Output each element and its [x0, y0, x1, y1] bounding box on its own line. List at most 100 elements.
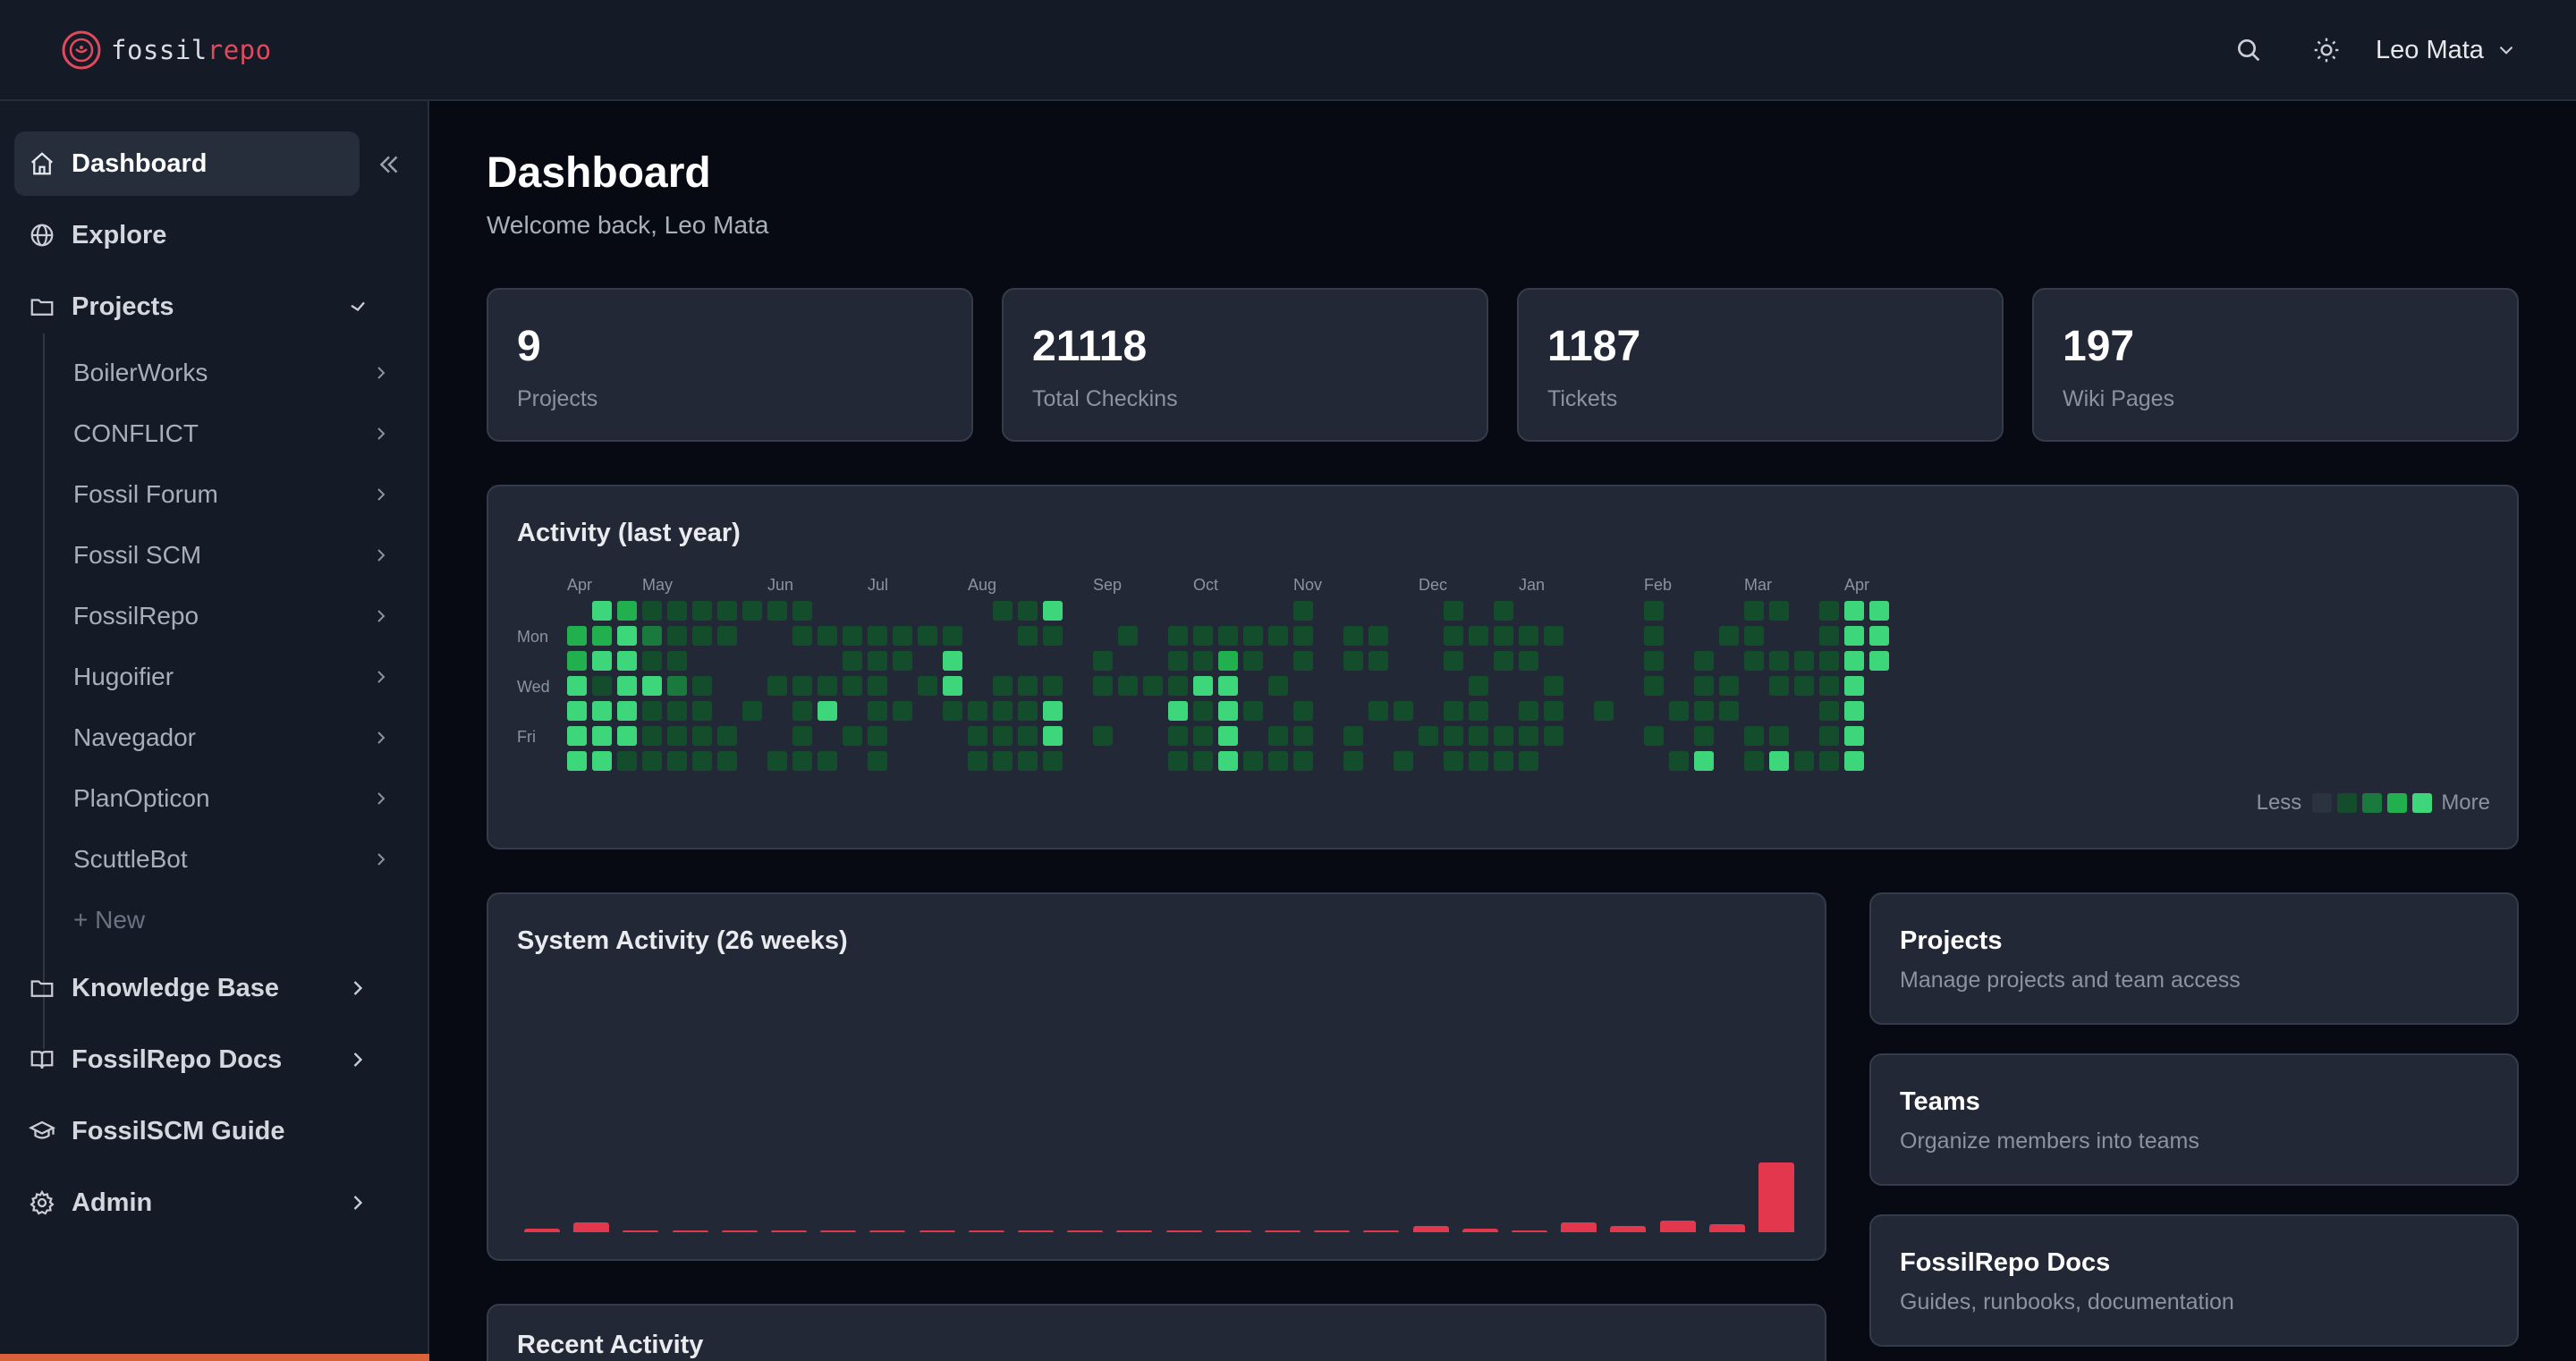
heatmap-cell — [1769, 651, 1789, 671]
heatmap-cell — [617, 601, 637, 621]
activity-bar[interactable] — [1610, 1226, 1646, 1232]
sun-icon — [2314, 38, 2339, 63]
activity-bar[interactable] — [771, 1230, 807, 1232]
chevron-right-icon — [377, 427, 386, 440]
project-item-scuttlebot[interactable]: ScuttleBot — [59, 833, 401, 886]
project-item-navegador[interactable]: Navegador — [59, 711, 401, 765]
sidebar-item-label: FossilSCM Guide — [72, 1116, 285, 1145]
heatmap-cell — [893, 626, 912, 646]
project-item-conflict[interactable]: CONFLICT — [59, 407, 401, 461]
sidebar-item-knowledge-base[interactable]: Knowledge Base — [14, 956, 363, 1020]
heatmap-cell — [993, 751, 1013, 771]
activity-bar[interactable] — [1067, 1230, 1103, 1232]
heatmap-cell — [818, 676, 837, 696]
stat-value: 9 — [517, 323, 541, 370]
activity-bar[interactable] — [1660, 1221, 1696, 1232]
activity-bar[interactable] — [1758, 1162, 1794, 1232]
heatmap-cell — [1193, 651, 1213, 671]
heatmap-cell — [1368, 626, 1388, 646]
heatmap-cell — [642, 626, 662, 646]
system-activity-card: System Activity (26 weeks) — [487, 892, 1826, 1261]
theme-toggle-button[interactable] — [2307, 30, 2346, 70]
stat-card-tickets[interactable]: 1187 Tickets — [1517, 288, 2004, 442]
stat-card-wiki-pages[interactable]: 197 Wiki Pages — [2032, 288, 2519, 442]
chevron-right-icon — [377, 549, 386, 562]
activity-bar[interactable] — [820, 1230, 856, 1232]
heatmap-cell — [1819, 751, 1839, 771]
sidebar-item-dashboard[interactable]: Dashboard — [14, 131, 360, 196]
activity-bar[interactable] — [969, 1230, 1004, 1232]
project-item-fossil-scm[interactable]: Fossil SCM — [59, 528, 401, 582]
heatmap-cell — [1794, 751, 1814, 771]
heatmap-cell — [1218, 651, 1238, 671]
sidebar-item-label: FossilRepo Docs — [72, 1044, 283, 1074]
activity-bar[interactable] — [1265, 1230, 1301, 1232]
heatmap-cell — [617, 676, 637, 696]
new-project-link[interactable]: + New — [59, 893, 401, 947]
heatmap-cell — [692, 676, 712, 696]
activity-bar[interactable] — [524, 1229, 560, 1232]
project-item-hugoifier[interactable]: Hugoifier — [59, 650, 401, 704]
heatmap-cell — [667, 701, 687, 721]
stat-card-checkins[interactable]: 21118 Total Checkins — [1002, 288, 1488, 442]
activity-bar[interactable] — [1561, 1222, 1597, 1232]
heatmap-cell — [1444, 626, 1463, 646]
activity-bar[interactable] — [869, 1230, 905, 1232]
chevron-right-icon — [377, 853, 386, 866]
project-item-planopticon[interactable]: PlanOpticon — [59, 772, 401, 825]
heatmap-cell — [1168, 701, 1188, 721]
heatmap-cell — [1744, 626, 1764, 646]
heatmap-cell — [1869, 601, 1889, 621]
heatmap-month-label: Nov — [1293, 576, 1323, 594]
activity-bar[interactable] — [573, 1222, 609, 1232]
sidebar-item-fossilrepo-docs[interactable]: FossilRepo Docs — [14, 1027, 363, 1092]
heatmap-cell — [1243, 626, 1263, 646]
heatmap-cell — [893, 651, 912, 671]
project-item-fossilrepo[interactable]: FossilRepo — [59, 589, 401, 643]
heatmap-cell — [1819, 601, 1839, 621]
sidebar-item-admin[interactable]: Admin — [14, 1171, 363, 1235]
heatmap-cell — [843, 676, 862, 696]
heatmap-cell — [1243, 751, 1263, 771]
quick-link-projects[interactable]: Projects Manage projects and team access — [1869, 892, 2519, 1025]
heatmap-cell — [692, 701, 712, 721]
activity-bar[interactable] — [1018, 1230, 1054, 1232]
sidebar-item-label: Dashboard — [72, 148, 208, 178]
activity-bar[interactable] — [1363, 1230, 1399, 1232]
activity-bar[interactable] — [722, 1230, 758, 1232]
stat-card-projects[interactable]: 9 Projects — [487, 288, 973, 442]
activity-bar[interactable] — [1709, 1224, 1745, 1232]
heatmap-cell — [592, 726, 612, 746]
quick-link-teams[interactable]: Teams Organize members into teams — [1869, 1053, 2519, 1186]
quick-link-fossilrepo-docs[interactable]: FossilRepo Docs Guides, runbooks, docume… — [1869, 1214, 2519, 1347]
chevron-expanded-icon — [351, 301, 365, 312]
heatmap-month-label: Jun — [767, 576, 794, 594]
heatmap-cell — [1819, 626, 1839, 646]
heatmap-cell — [1268, 751, 1288, 771]
activity-bar[interactable] — [673, 1230, 708, 1232]
search-button[interactable] — [2229, 30, 2268, 70]
activity-bar[interactable] — [1216, 1230, 1251, 1232]
activity-bar[interactable] — [919, 1230, 955, 1232]
sidebar-item-projects[interactable]: Projects — [14, 275, 365, 339]
heatmap-cell — [792, 601, 812, 621]
graduation-cap-icon — [29, 1120, 55, 1139]
user-menu[interactable]: Leo Mata — [2376, 32, 2518, 68]
project-item-fossil-forum[interactable]: Fossil Forum — [59, 468, 401, 521]
activity-bar[interactable] — [623, 1230, 658, 1232]
project-item-boilerworks[interactable]: BoilerWorks — [59, 346, 401, 400]
activity-bar[interactable] — [1512, 1230, 1547, 1232]
sidebar-item-explore[interactable]: Explore — [14, 203, 360, 267]
activity-bar[interactable] — [1314, 1230, 1350, 1232]
activity-bar[interactable] — [1166, 1230, 1202, 1232]
heatmap-cell — [1093, 726, 1113, 746]
user-name: Leo Mata — [2376, 35, 2484, 64]
logo[interactable]: fossilrepo — [61, 30, 272, 71]
heatmap-cell — [1744, 726, 1764, 746]
activity-bar[interactable] — [1116, 1230, 1152, 1232]
activity-bar[interactable] — [1413, 1226, 1449, 1232]
sidebar-item-label: Knowledge Base — [72, 973, 280, 1002]
activity-bar[interactable] — [1462, 1229, 1498, 1232]
collapse-sidebar-icon[interactable] — [374, 149, 404, 180]
sidebar-item-fossilscm-guide[interactable]: FossilSCM Guide — [14, 1099, 360, 1163]
